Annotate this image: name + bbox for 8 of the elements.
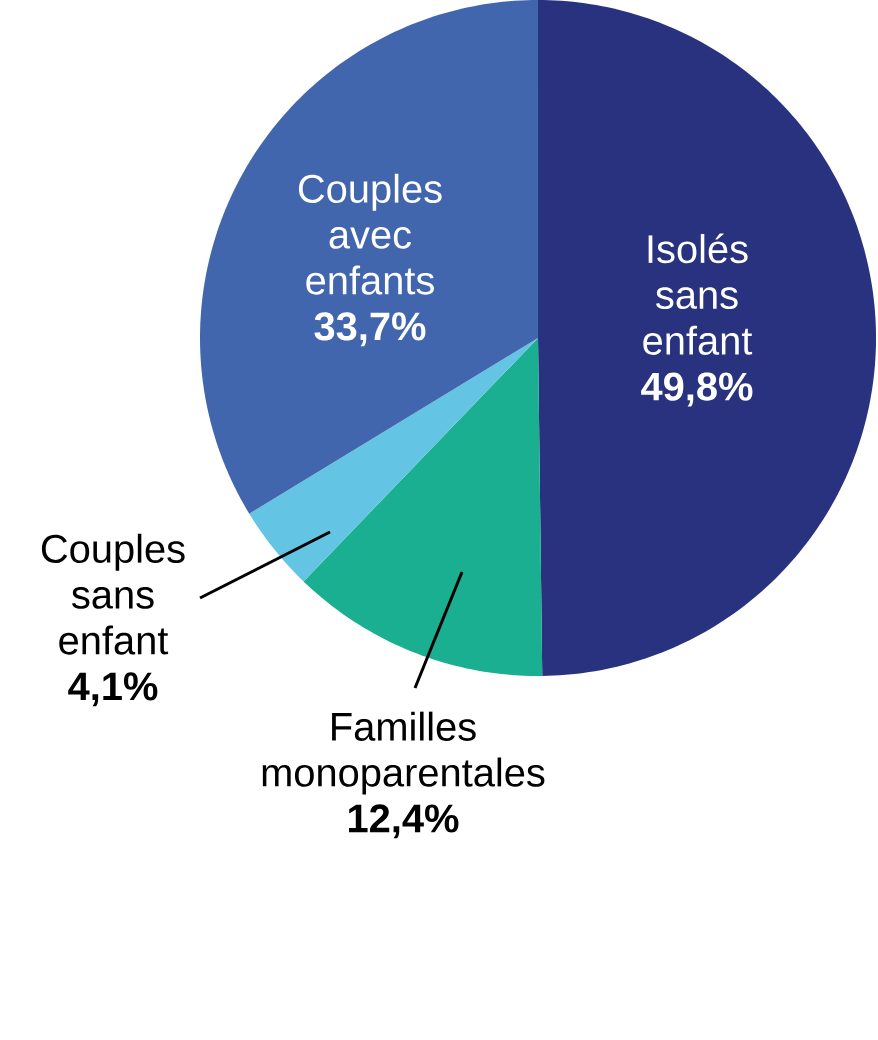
data-label: 33,7% [314, 312, 426, 347]
slice-label: Isolés sans enfant [643, 233, 753, 355]
data-label: 12,4% [349, 804, 459, 839]
data-label: 4,1% [68, 672, 158, 707]
slice-label: Couples sans enfant [41, 533, 185, 655]
slice-label: Couples avec enfants [298, 173, 442, 295]
data-label: 49,8% [641, 372, 753, 407]
slice-label: Familles monoparentales [262, 711, 545, 795]
